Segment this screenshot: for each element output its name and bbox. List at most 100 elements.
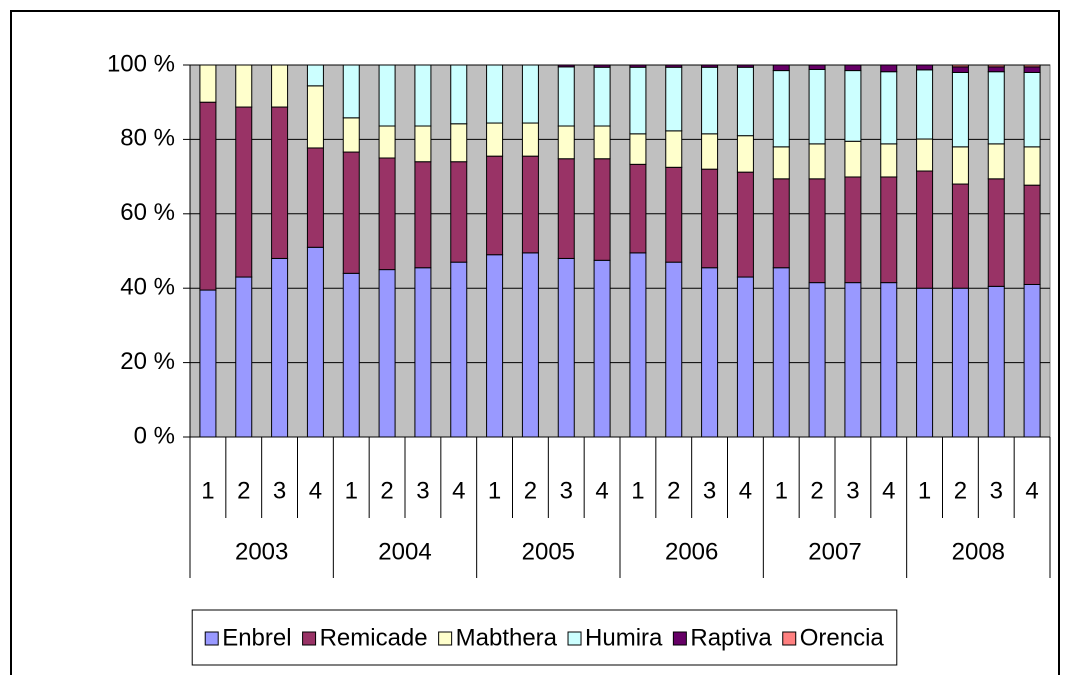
legend-swatch xyxy=(782,631,797,646)
bar-segment xyxy=(987,285,1005,438)
legend-swatch xyxy=(567,631,582,646)
bar-segment xyxy=(951,183,969,289)
x-tick-label: 3 xyxy=(846,477,859,504)
bar-segment xyxy=(521,155,539,254)
bar-segment xyxy=(701,267,719,438)
bar-segment xyxy=(629,252,647,438)
bar-segment xyxy=(521,252,539,438)
legend-swatch xyxy=(204,631,219,646)
bar-segment xyxy=(1023,66,1041,73)
bar-segment xyxy=(486,122,504,157)
bar-segment xyxy=(486,155,504,256)
x-tick-label: 4 xyxy=(739,477,752,504)
bar-segment xyxy=(1023,184,1041,285)
bar-segment xyxy=(736,66,754,137)
bar-segment xyxy=(235,276,253,438)
bar-segment xyxy=(199,289,217,438)
bar-segment xyxy=(235,64,253,108)
bar-segment xyxy=(1023,146,1041,186)
x-tick-label: 3 xyxy=(990,477,1003,504)
bar-segment xyxy=(450,123,468,163)
bar-segment xyxy=(701,64,719,68)
bar-segment xyxy=(629,133,647,165)
x-tick-label: 2 xyxy=(667,477,680,504)
bar-segment xyxy=(736,64,754,68)
x-group-label: 2003 xyxy=(235,538,288,565)
bar-segment xyxy=(414,161,432,269)
bar-segment xyxy=(271,257,289,438)
bar-segment xyxy=(772,70,790,148)
x-tick-label: 3 xyxy=(560,477,573,504)
bar-segment xyxy=(808,68,826,145)
bar-segment xyxy=(736,171,754,278)
bar-segment xyxy=(486,254,504,438)
bar-segment xyxy=(951,287,969,438)
bar-segment xyxy=(557,66,575,127)
y-tick-label: 80 % xyxy=(120,125,175,152)
bar-segment xyxy=(987,143,1005,180)
bar-segment xyxy=(306,64,324,87)
legend-label: Remicade xyxy=(320,624,428,651)
x-tick-label: 1 xyxy=(631,477,644,504)
bar-segment xyxy=(772,64,790,72)
bar-segment xyxy=(880,71,898,145)
bar-segment xyxy=(916,170,934,289)
x-tick-label: 1 xyxy=(345,477,358,504)
bar-segment xyxy=(808,64,826,70)
bar-segment xyxy=(701,133,719,170)
bar-segment xyxy=(342,151,360,274)
bar-segment xyxy=(1023,64,1041,68)
y-tick-label: 0 % xyxy=(134,422,175,449)
bar-segment xyxy=(306,85,324,149)
bar-segment xyxy=(916,64,934,71)
bar-segment xyxy=(1023,283,1041,438)
plot-area xyxy=(189,64,1051,438)
bar-segment xyxy=(880,143,898,178)
x-tick-label: 3 xyxy=(703,477,716,504)
bar-segment xyxy=(987,71,1005,145)
y-tick-label: 60 % xyxy=(120,199,175,226)
bar-segment xyxy=(593,64,611,68)
legend-label: Humira xyxy=(585,624,663,651)
legend-label: Raptiva xyxy=(690,624,772,651)
bar-segment xyxy=(629,64,647,68)
bar-segment xyxy=(880,282,898,438)
bar-segment xyxy=(521,122,539,157)
bar-segment xyxy=(557,158,575,259)
x-tick-label: 3 xyxy=(273,477,286,504)
y-tick-label: 20 % xyxy=(120,348,175,375)
legend-swatch xyxy=(302,631,317,646)
bar-segment xyxy=(593,158,611,261)
bar-segment xyxy=(306,246,324,438)
bar-segment xyxy=(271,64,289,108)
bar-segment xyxy=(414,267,432,438)
x-tick-label: 1 xyxy=(488,477,501,504)
bar-segment xyxy=(772,146,790,180)
legend-label: Enbrel xyxy=(222,624,291,651)
bar-segment xyxy=(772,178,790,269)
bar-segment xyxy=(557,125,575,160)
bar-segment xyxy=(271,106,289,259)
bar-segment xyxy=(880,176,898,284)
bar-segment xyxy=(199,64,217,103)
bar-segment xyxy=(987,66,1005,73)
legend-swatch xyxy=(672,631,687,646)
bar-segment xyxy=(199,101,217,291)
legend-label: Mabthera xyxy=(456,624,558,651)
x-tick-label: 2 xyxy=(954,477,967,504)
x-tick-label: 2 xyxy=(810,477,823,504)
bar-segment xyxy=(593,259,611,438)
bar-segment xyxy=(414,64,432,127)
x-group-label: 2005 xyxy=(522,538,575,565)
x-tick-label: 4 xyxy=(882,477,895,504)
x-tick-label: 4 xyxy=(452,477,465,504)
bar-segment xyxy=(844,64,862,72)
bar-segment xyxy=(772,267,790,438)
bar-segment xyxy=(844,140,862,178)
x-group-label: 2008 xyxy=(952,538,1005,565)
bar-segment xyxy=(450,261,468,438)
x-tick-label: 4 xyxy=(309,477,322,504)
bar-segment xyxy=(521,64,539,124)
bar-segment xyxy=(701,66,719,135)
bar-segment xyxy=(665,130,683,168)
